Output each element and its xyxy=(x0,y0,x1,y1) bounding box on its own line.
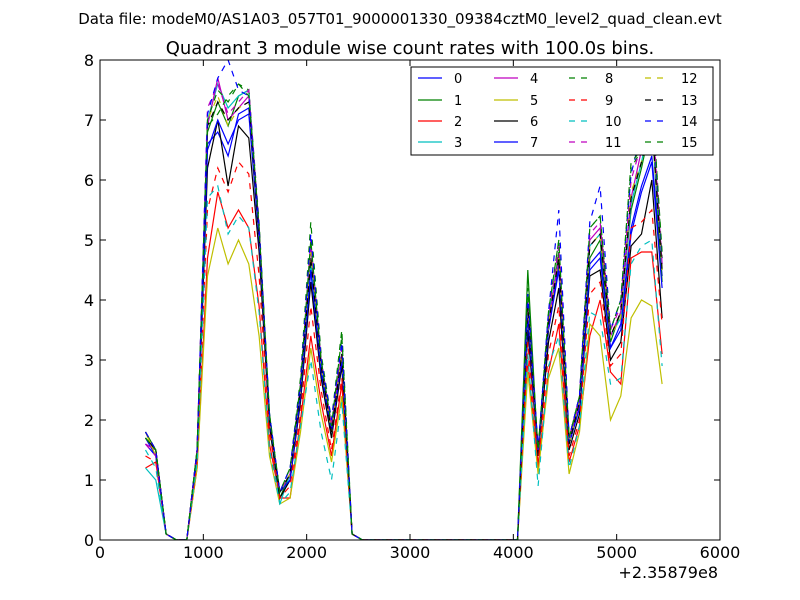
legend-label-4: 4 xyxy=(530,72,538,87)
legend-label-14: 14 xyxy=(681,115,698,130)
series-line-12 xyxy=(144,94,663,540)
legend-label-5: 5 xyxy=(530,94,538,109)
series-layer xyxy=(144,60,663,540)
legend-label-6: 6 xyxy=(530,115,538,130)
series-line-11 xyxy=(145,82,663,540)
series-line-5 xyxy=(144,227,663,540)
legend-label-10: 10 xyxy=(605,115,622,130)
y-tick-label: 3 xyxy=(84,351,94,370)
series-line-8 xyxy=(145,83,663,540)
legend-label-0: 0 xyxy=(454,72,462,87)
x-tick-label: 0 xyxy=(95,543,105,562)
legend-label-3: 3 xyxy=(454,136,462,151)
chart-title: Quadrant 3 module wise count rates with … xyxy=(166,38,655,59)
legend-label-15: 15 xyxy=(681,136,698,151)
series-line-9 xyxy=(145,160,663,540)
y-tick-label: 2 xyxy=(84,411,94,430)
legend-label-12: 12 xyxy=(681,72,698,87)
legend-label-7: 7 xyxy=(530,136,538,151)
x-tick-label: 3000 xyxy=(390,543,431,562)
x-offset-label: +2.35879e8 xyxy=(618,563,718,582)
legend-label-13: 13 xyxy=(681,94,698,109)
y-tick-label: 1 xyxy=(84,471,94,490)
x-tick-label: 4000 xyxy=(493,543,534,562)
y-tick-label: 6 xyxy=(84,171,94,190)
figure-suptitle: Data file: modeM0/AS1A03_057T01_90000013… xyxy=(78,10,722,29)
series-line-10 xyxy=(144,184,663,540)
x-tick-label: 2000 xyxy=(286,543,327,562)
plot-frame xyxy=(99,59,721,541)
legend-label-9: 9 xyxy=(605,94,613,109)
series-line-15 xyxy=(145,82,663,540)
x-tick-label: 6000 xyxy=(700,543,741,562)
x-tick-label: 5000 xyxy=(596,543,637,562)
y-tick-label: 0 xyxy=(84,531,94,550)
y-tick-label: 8 xyxy=(84,51,94,70)
y-tick-label: 7 xyxy=(84,111,94,130)
legend-frame xyxy=(410,66,714,156)
series-line-7 xyxy=(145,113,663,540)
legend-label-1: 1 xyxy=(454,94,462,109)
y-tick-label: 4 xyxy=(84,291,94,310)
y-tick-label: 5 xyxy=(84,231,94,250)
legend-label-2: 2 xyxy=(454,115,462,130)
x-tick-label: 1000 xyxy=(183,543,224,562)
legend-label-8: 8 xyxy=(605,72,613,87)
legend-label-11: 11 xyxy=(605,136,622,151)
series-line-6 xyxy=(145,119,663,540)
